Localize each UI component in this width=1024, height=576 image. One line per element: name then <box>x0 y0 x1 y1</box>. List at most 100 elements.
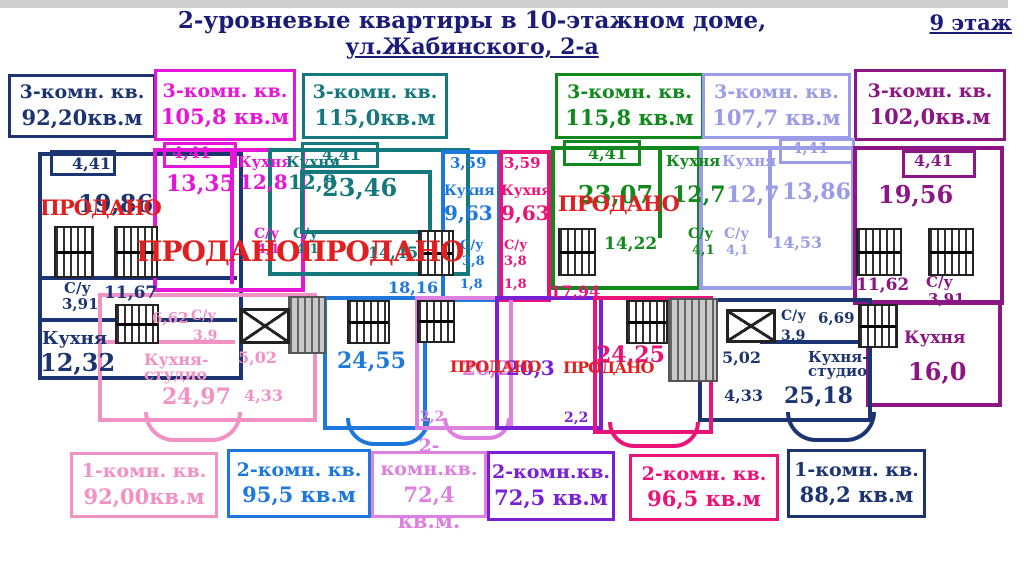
room-name-label: Кухня <box>444 183 495 199</box>
stairwell-right-icon <box>668 298 718 382</box>
apt-box-115-8: 3-комн. кв. 115,8 кв.м <box>555 73 704 139</box>
apt-area: 95,5 кв.м <box>242 482 356 508</box>
room-name-label: С/у <box>688 226 714 242</box>
apt-type: 2-комн.кв. <box>491 461 611 483</box>
apt-115-8-balcony <box>563 140 641 166</box>
apt-92-20-balcony <box>50 150 116 176</box>
apt-area: 105,8 кв.м <box>160 103 290 129</box>
room-area-label: 12,7 <box>672 182 726 208</box>
apt-area: 102,0кв.м <box>869 103 991 129</box>
apt-92-20-outline <box>38 152 243 380</box>
room-area-label: 12,8 <box>239 170 288 194</box>
room-area-label: 4,33 <box>244 386 283 405</box>
apt-box-115-0: 3-комн. кв. 115,0кв.м <box>302 73 448 139</box>
apt-type: 3-комн. кв. <box>312 81 438 103</box>
room-area-label: 4,41 <box>72 154 111 173</box>
apt-88-2-bay <box>786 412 876 442</box>
room-area-label: 4,41 <box>588 144 627 163</box>
apt-102-0-balcony <box>902 150 976 178</box>
apt-115-0-outline <box>268 148 470 276</box>
staircase-icon <box>856 228 902 276</box>
elevator-left-icon <box>240 308 290 344</box>
room-name-label: С/у <box>293 226 319 242</box>
room-area-label: 24,97 <box>162 384 231 410</box>
sold-stamp: ПРОДАНО <box>136 235 300 268</box>
sold-stamp: ПРОДАНО <box>563 358 654 377</box>
room-name-label: С/у <box>781 308 807 324</box>
apt-type: 1-комн. кв. <box>81 460 207 482</box>
room-area-label: 4,1 <box>726 243 749 258</box>
room-area-label: 16,0 <box>908 357 967 386</box>
room-area-label: 4,41 <box>914 151 953 170</box>
apt-96-5-strip <box>499 150 551 302</box>
staircase-icon <box>54 226 94 278</box>
room-area-label: 9,63 <box>501 201 550 225</box>
room-name-label: С/у <box>724 226 750 242</box>
room-name-label: С/у <box>191 308 217 324</box>
staircase-icon <box>626 300 668 344</box>
sold-stamp: ПРОДАНО <box>558 191 680 216</box>
staircase-icon <box>418 230 454 276</box>
room-area-label: 3,91 <box>62 295 99 313</box>
apt-92-00-bay <box>144 412 242 442</box>
apt-box-92-00: 1-комн. кв. 92,00кв.м <box>70 452 218 518</box>
room-name-label: С/у <box>926 273 954 291</box>
room-area-label: 14,22 <box>604 234 658 254</box>
apt-type: 3-комн. кв. <box>714 81 839 103</box>
room-name-label: Кухня- <box>144 350 209 369</box>
apt-box-96-5: 2-комн. кв. 96,5 кв.м <box>629 454 779 521</box>
wall <box>768 148 772 238</box>
room-area-label: 6,69 <box>818 309 855 327</box>
room-area-label: 4,41 <box>172 143 211 162</box>
room-area-label: 23,46 <box>322 173 398 202</box>
apt-area: 92,00кв.м <box>83 483 205 509</box>
room-area-label: 17,94 <box>550 282 601 301</box>
stairwell-left-icon <box>288 296 326 354</box>
room-area-label: 5,02 <box>238 348 277 367</box>
apt-72-5-outline <box>495 296 603 430</box>
apt-area: 72,4 кв.м. <box>397 482 461 534</box>
elevator-right-icon <box>726 309 776 343</box>
room-name-label: Кухня <box>904 328 966 348</box>
room-area-label: 18,16 <box>388 278 439 297</box>
apt-area: 92,20кв.м <box>21 104 143 130</box>
room-area-label: 24,55 <box>337 348 406 374</box>
room-area-label: 3,9 <box>781 328 806 344</box>
apt-box-92-20: 3-комн. кв. 92,20кв.м <box>8 74 156 138</box>
apt-type: 3-комн. кв. <box>19 81 145 103</box>
apt-type: 3-комн. кв. <box>867 80 993 102</box>
room-area-label: 11,67 <box>104 283 158 303</box>
room-area-label: 4,1 <box>692 243 715 258</box>
apt-type: 3-комн. кв. <box>162 80 288 102</box>
room-area-label: 3,59 <box>450 154 487 172</box>
room-name-label: Кухня <box>501 183 552 199</box>
room-area-label: 5,02 <box>722 348 761 367</box>
apt-area: 96,5 кв.м <box>647 486 761 512</box>
room-area-label: 14,53 <box>772 233 823 252</box>
room-name-label: С/у <box>254 226 280 242</box>
room-name-label: Кухня <box>286 153 341 171</box>
room-area-label: 12,32 <box>40 348 116 377</box>
apt-area: 72,5 кв.м <box>494 484 608 510</box>
room-area-label: 2,2 <box>564 410 589 426</box>
room-area-label: 1,8 <box>460 277 483 292</box>
room-area-label: 3,59 <box>504 154 541 172</box>
room-area-label: 3,8 <box>504 254 527 269</box>
wall <box>230 150 234 284</box>
apt-96-5-bay <box>608 422 700 448</box>
apt-box-72-5: 2-комн.кв. 72,5 кв.м <box>487 451 615 521</box>
apt-type: 2-комн.кв. <box>380 434 478 481</box>
staircase-icon <box>417 300 455 343</box>
staircase-icon <box>558 228 596 276</box>
sold-stamp: ПРОДАНО <box>300 235 464 268</box>
room-area-label: 20,3 <box>506 356 555 380</box>
apt-box-102-0: 3-комн. кв. 102,0кв.м <box>854 69 1006 141</box>
sold-stamp: ПРОДАНО <box>450 357 541 376</box>
room-area-label: 24,25 <box>596 342 665 368</box>
room-area-label: 3,91 <box>928 290 965 308</box>
sold-stamp: ПРОДАНО <box>40 195 162 220</box>
room-name-label: С/у <box>504 238 528 253</box>
room-area-label: 23,07 <box>578 180 654 209</box>
apt-115-0-balcony <box>301 142 379 168</box>
title-line2: ул.Жабинского, 2-а <box>345 34 599 60</box>
